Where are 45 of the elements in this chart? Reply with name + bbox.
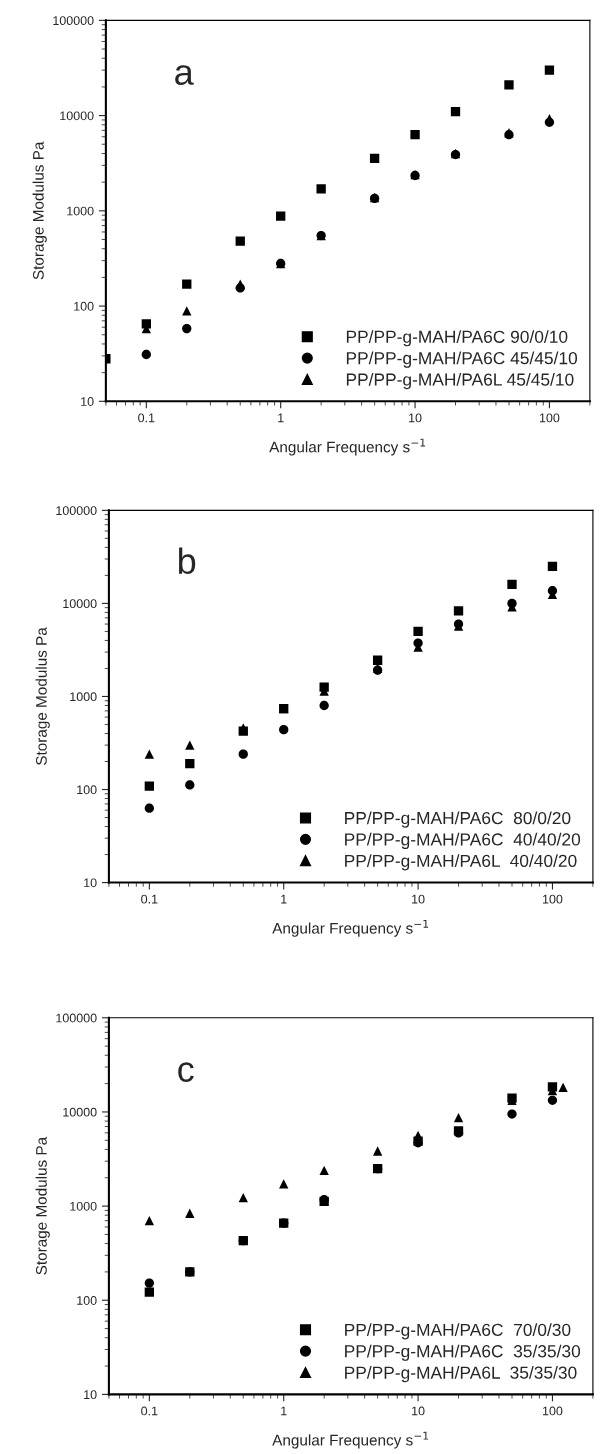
- x-tick-label: 10: [412, 894, 425, 904]
- x-tick-label: 100: [542, 894, 563, 904]
- y-axis-title: Storage Modulus Pa: [32, 141, 47, 280]
- y-tick-label: 100000: [56, 1013, 97, 1023]
- x-tick-label: 100: [539, 413, 560, 423]
- legend-label: PP/PP-g-MAH/PA6L 40/40/20: [345, 854, 577, 871]
- legend-label: PP/PP-g-MAH/PA6L 35/35/30: [345, 1366, 577, 1383]
- y-tick-label: 100: [74, 301, 94, 311]
- x-axis-title: Angular Frequency s$^{−1}$: [272, 919, 429, 937]
- y-axis-title: Storage Modulus Pa: [35, 1136, 50, 1275]
- y-tick-label: 100: [77, 785, 97, 795]
- x-tick-label: 10: [409, 413, 422, 423]
- legend-label: PP/PP-g-MAH/PA6C 90/0/10: [346, 330, 568, 347]
- y-tick-label: 10: [84, 1390, 97, 1400]
- legend-label: PP/PP-g-MAH/PA6C 70/0/30: [345, 1323, 571, 1340]
- legend-label: PP/PP-g-MAH/PA6C 45/45/10: [346, 351, 578, 368]
- x-tick-label: 1: [281, 1406, 287, 1416]
- x-tick-label: 0.1: [138, 413, 155, 423]
- x-axis-title: Angular Frequency s$^{−1}$: [272, 1431, 429, 1449]
- legend-label: PP/PP-g-MAH/PA6C 35/35/30: [345, 1344, 581, 1361]
- y-tick-label: 1000: [70, 1201, 97, 1211]
- x-tick-label: 1: [278, 413, 284, 423]
- annotation: a: [175, 65, 194, 85]
- y-tick-label: 100000: [53, 16, 94, 26]
- x-tick-label: 0.1: [141, 894, 158, 904]
- y-tick-label: 1000: [70, 692, 97, 702]
- legend-label: PP/PP-g-MAH/PA6C 80/0/20: [345, 811, 571, 828]
- annotation: c: [178, 1062, 194, 1082]
- y-tick-label: 10000: [63, 599, 97, 609]
- y-axis-title: Storage Modulus Pa: [35, 627, 50, 765]
- x-tick-label: 100: [542, 1406, 563, 1416]
- y-tick-label: 100: [77, 1296, 97, 1305]
- y-tick-label: 1000: [67, 206, 94, 216]
- x-tick-label: 10: [412, 1406, 425, 1416]
- x-tick-label: 1: [281, 894, 287, 904]
- y-tick-label: 10000: [63, 1107, 97, 1117]
- legend-label: PP/PP-g-MAH/PA6L 45/45/10: [346, 372, 574, 390]
- x-axis-title: Angular Frequency s$^{−1}$: [269, 438, 426, 456]
- y-tick-label: 10: [81, 397, 94, 406]
- y-tick-label: 10000: [60, 111, 94, 121]
- annotation: b: [178, 547, 196, 575]
- y-tick-label: 10: [84, 878, 97, 888]
- legend-label: PP/PP-g-MAH/PA6C 40/40/20: [345, 832, 581, 850]
- x-tick-label: 0.1: [141, 1406, 158, 1416]
- y-tick-label: 100000: [56, 506, 97, 516]
